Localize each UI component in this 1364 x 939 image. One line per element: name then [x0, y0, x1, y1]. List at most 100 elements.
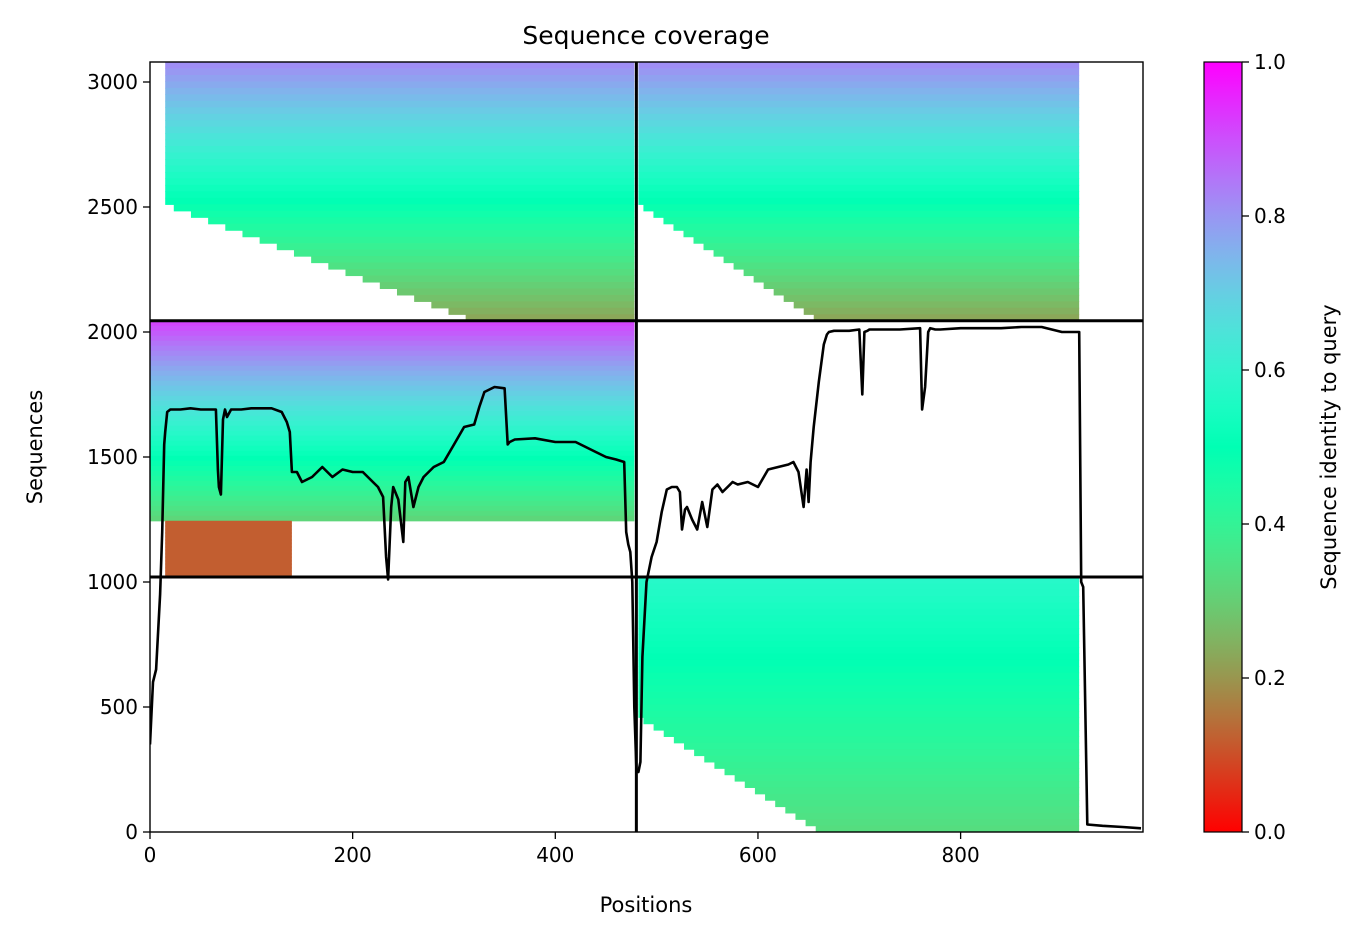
coverage-band: [311, 256, 635, 264]
y-tick-label: 500: [100, 695, 138, 719]
coverage-band: [783, 294, 1080, 302]
coverage-band: [165, 87, 635, 95]
coverage-band: [165, 555, 292, 558]
colorbar: [1203, 61, 1243, 833]
coverage-band: [813, 314, 1080, 322]
coverage-band: [638, 698, 1080, 706]
chart-title: Sequence coverage: [522, 21, 769, 50]
coverage-band: [165, 74, 635, 83]
coverage-band: [703, 243, 1080, 251]
coverage-band: [638, 133, 1080, 141]
coverage-band: [683, 742, 1080, 750]
colorbar-ticks: 0.0 0.2 0.4 0.6 0.8 1.0: [1242, 50, 1286, 844]
colorbar-tick-label: 0.2: [1254, 666, 1286, 690]
coverage-band: [150, 405, 635, 412]
coverage-band: [165, 94, 635, 102]
coverage-band: [150, 385, 635, 392]
coverage-band: [165, 571, 292, 574]
coverage-band: [638, 647, 1080, 655]
coverage-band: [165, 126, 635, 134]
coverage-band: [638, 634, 1080, 642]
coverage-band: [150, 340, 635, 347]
coverage-band: [165, 553, 292, 556]
coverage-band: [165, 557, 292, 560]
coverage-band: [173, 204, 635, 212]
coverage-band: [638, 107, 1080, 115]
coverage-band: [673, 223, 1080, 231]
coverage-band: [165, 550, 292, 553]
coverage-band: [150, 450, 635, 457]
coverage-band: [638, 113, 1080, 121]
coverage-band: [448, 307, 635, 315]
coverage-band: [638, 191, 1080, 199]
coverage-band: [694, 749, 1080, 757]
coverage-band: [165, 152, 635, 160]
coverage-band: [165, 547, 292, 550]
coverage-band: [815, 825, 1080, 832]
coverage-band: [165, 569, 292, 572]
coverage-band: [345, 269, 635, 277]
coverage-band: [165, 524, 292, 527]
coverage-band: [638, 577, 1080, 584]
coverage-band: [165, 546, 292, 549]
coverage-band: [638, 666, 1080, 674]
coverage-band: [293, 249, 635, 257]
coverage-band: [638, 152, 1080, 160]
coverage-band: [638, 583, 1080, 591]
coverage-band: [431, 301, 635, 309]
coverage-band: [775, 800, 1080, 808]
coverage-band: [638, 81, 1080, 89]
coverage-band: [638, 710, 1080, 718]
coverage-band: [165, 120, 635, 128]
coverage-band: [165, 527, 292, 530]
coverage-band: [150, 390, 635, 397]
coverage-band: [165, 574, 292, 577]
coverage-block: [638, 577, 1080, 832]
colorbar-tick-label: 1.0: [1254, 50, 1286, 74]
x-tick-label: 400: [536, 843, 574, 867]
coverage-band: [165, 539, 292, 542]
coverage-line-layer: [150, 325, 1142, 830]
coverage-band: [150, 325, 635, 332]
coverage-band: [150, 400, 635, 407]
coverage-band: [683, 230, 1080, 238]
coverage-band: [673, 736, 1080, 744]
coverage-band: [165, 568, 292, 571]
coverage-band: [165, 558, 292, 561]
coverage-band: [150, 480, 635, 487]
coverage-band: [150, 320, 635, 327]
coverage-band: [165, 107, 635, 115]
coverage-band: [638, 87, 1080, 95]
coverage-band: [150, 430, 635, 437]
coverage-band: [165, 520, 292, 523]
coverage-band: [165, 536, 292, 539]
coverage-band: [150, 470, 635, 477]
y-tick-label: 1000: [87, 570, 138, 594]
coverage-band: [638, 197, 1080, 205]
coverage-band: [643, 204, 1080, 212]
coverage-band: [150, 380, 635, 387]
coverage-band: [638, 68, 1080, 76]
coverage-band: [190, 210, 635, 218]
coverage-band: [165, 540, 292, 543]
y-tick-label: 2000: [87, 320, 138, 344]
coverage-band: [150, 415, 635, 422]
coverage-band: [165, 522, 292, 525]
coverage-band: [763, 281, 1080, 290]
coverage-block: [165, 62, 635, 322]
coverage-band: [638, 659, 1080, 667]
coverage-band: [150, 440, 635, 447]
coverage-band: [165, 561, 292, 564]
y-axis-label: Sequences: [23, 390, 47, 505]
coverage-band: [638, 679, 1080, 686]
coverage-band: [165, 534, 292, 537]
coverage-band: [150, 375, 635, 382]
coverage-band: [150, 425, 635, 432]
coverage-band: [165, 541, 292, 544]
coverage-band: [150, 395, 635, 402]
coverage-band: [165, 532, 292, 535]
coverage-band: [165, 523, 292, 526]
coverage-band: [165, 171, 635, 180]
coverage-band: [795, 812, 1080, 820]
